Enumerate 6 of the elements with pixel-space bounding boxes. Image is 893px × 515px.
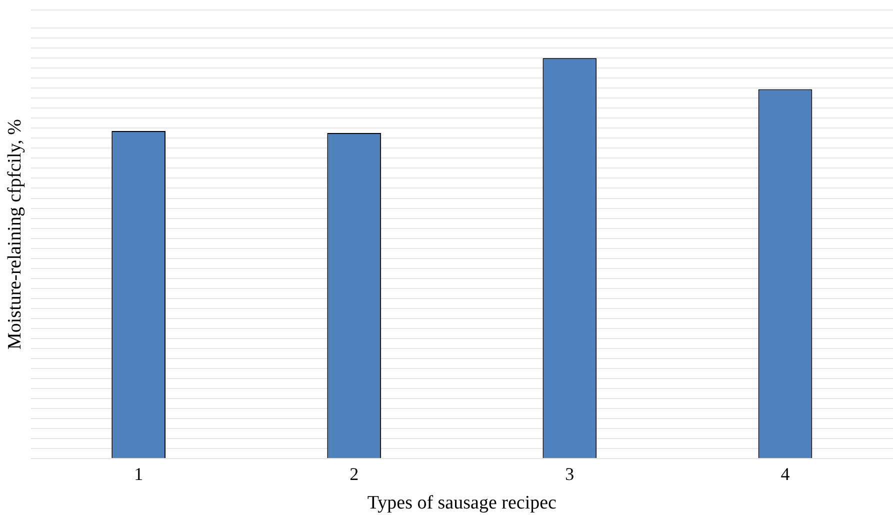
y-axis-title: Moisture-relaining cfpfcily, % [4,118,26,350]
x-tick-label: 3 [565,464,574,484]
x-tick-label: 4 [780,464,790,484]
x-tick-label: 1 [134,464,144,484]
x-tick-label: 2 [350,464,359,484]
x-axis-title: Types of sausage recipec [367,492,556,514]
